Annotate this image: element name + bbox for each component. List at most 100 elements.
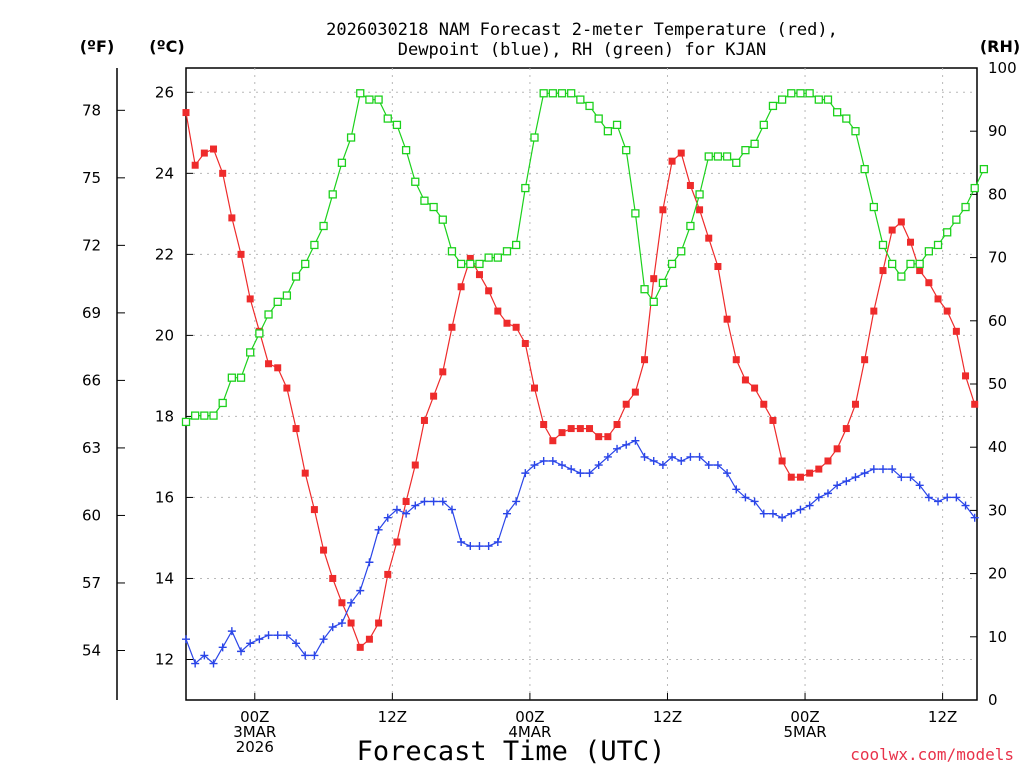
dewpoint-point	[952, 493, 961, 502]
temperature-point	[420, 416, 428, 424]
temperature-point	[485, 287, 493, 295]
rh-point	[732, 158, 741, 167]
dewpoint-point	[191, 659, 200, 668]
dewpoint-point	[273, 631, 282, 640]
rh-point	[851, 127, 860, 136]
rh-point	[750, 139, 759, 148]
temperature-point	[338, 599, 346, 607]
rh-point	[787, 89, 796, 98]
rh-point	[383, 114, 392, 123]
temperature-point	[787, 473, 795, 481]
dewpoint-point	[833, 481, 842, 490]
dewpoint-point	[493, 538, 502, 546]
temperature-point	[530, 384, 538, 392]
rh-point	[622, 146, 631, 155]
dewpoint-point	[686, 452, 695, 461]
rh-point	[695, 190, 704, 199]
rh-point	[264, 310, 273, 319]
temperature-point	[897, 218, 905, 226]
rh-point	[897, 272, 906, 281]
temperature-point	[228, 214, 236, 222]
chart-title-line1: 2026030218 NAM Forecast 2-meter Temperat…	[326, 20, 838, 40]
dewpoint-point	[934, 497, 943, 506]
temperature-point	[301, 469, 309, 477]
rh-point	[915, 259, 924, 269]
rh-point	[282, 291, 292, 300]
temperature-line	[185, 112, 976, 649]
rh-point	[814, 95, 823, 104]
rh-point	[585, 101, 594, 111]
rh-point	[667, 259, 677, 269]
temperature-point	[833, 445, 841, 453]
temperature-point	[870, 307, 878, 315]
temperature-point	[384, 570, 392, 578]
temperature-point	[842, 425, 850, 433]
plot-frame	[185, 67, 978, 701]
fahrenheit-tick-label: 63	[82, 439, 101, 457]
dewpoint-point	[457, 538, 466, 546]
temperature-point	[494, 307, 502, 315]
rh-point	[328, 190, 337, 199]
rh-point	[842, 114, 851, 123]
temperature-point	[411, 461, 419, 469]
temperature-point	[971, 400, 979, 408]
temperature-point	[705, 234, 713, 242]
temperature-point	[512, 323, 520, 331]
dewpoint-point	[292, 639, 301, 648]
rh-point	[567, 89, 576, 98]
temperature-point	[943, 307, 951, 315]
axis-ticks: 12 14 16 18 20 22 24 26 54 57 60 63 66 69 72 75 78 0 10 20 3…	[82, 59, 1017, 756]
dewpoint-point	[732, 485, 741, 494]
time-tick-label: 12Z	[378, 708, 407, 726]
dewpoint-point	[970, 513, 979, 522]
dewpoint-point	[484, 542, 493, 551]
dewpoint-point	[796, 505, 805, 514]
dewpoint-point	[723, 469, 732, 478]
temperature-point	[888, 226, 896, 234]
rh-point	[521, 183, 530, 193]
temperature-point	[200, 149, 208, 157]
dewpoint-point	[851, 473, 860, 482]
dewpoint-point	[741, 493, 750, 502]
dewpoint-point	[658, 461, 667, 470]
rh-point	[713, 152, 723, 161]
celsius-tick-label: 18	[155, 407, 174, 425]
rh-point	[236, 373, 246, 382]
temperature-point	[402, 497, 410, 505]
rh-point	[603, 127, 613, 136]
temperature-point	[540, 421, 548, 429]
rh-point	[209, 411, 218, 420]
dewpoint-point	[787, 509, 796, 518]
fahrenheit-tick-label: 60	[82, 506, 101, 524]
dewpoint-point	[392, 505, 401, 514]
temperature-point	[549, 437, 557, 445]
rh-point	[530, 133, 539, 142]
dewpoint-point	[594, 461, 603, 470]
temperature-point	[393, 538, 401, 546]
temperature-point	[274, 364, 282, 372]
rh-point	[722, 152, 732, 161]
temperature-point	[723, 315, 731, 323]
dewpoint-point	[365, 558, 374, 567]
temperature-point	[778, 457, 786, 465]
dewpoint-point	[282, 631, 291, 640]
rh-point	[860, 164, 869, 174]
dewpoint-point	[622, 440, 631, 449]
temperature-point	[952, 327, 960, 335]
temperature-point	[503, 319, 511, 327]
rh-point	[612, 120, 622, 130]
rh-point	[888, 259, 897, 269]
dewpoint-point	[237, 647, 246, 656]
dewpoint-point	[897, 473, 906, 482]
dewpoint-point	[356, 586, 365, 595]
temperature-point	[824, 457, 832, 465]
temperature-point	[576, 425, 584, 433]
x-axis-title: Forecast Time (UTC)	[357, 736, 666, 767]
dewpoint-point	[182, 635, 190, 644]
temperature-point	[210, 145, 218, 153]
rh-point	[475, 259, 484, 269]
dewpoint-point	[860, 469, 869, 478]
dewpoint-point	[347, 598, 356, 607]
time-tick-label: 00Z	[790, 708, 819, 726]
